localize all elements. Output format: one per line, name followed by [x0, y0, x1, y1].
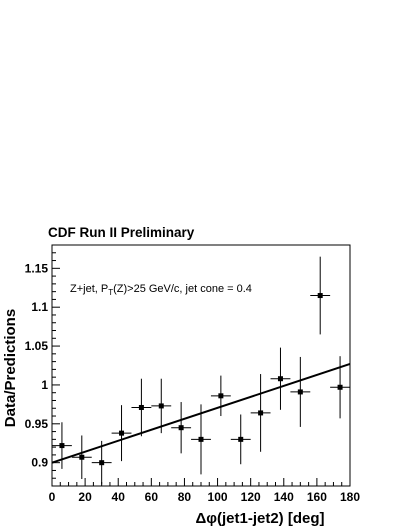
y-axis-label: Data/Predictions: [2, 309, 19, 427]
data-point: [171, 402, 192, 454]
data-point: [52, 422, 72, 469]
x-tick-label: 40: [112, 490, 126, 504]
annotation-sub: T: [108, 288, 113, 297]
data-point: [131, 378, 152, 437]
x-axis-ticks: [51, 478, 351, 486]
data-marker: [258, 410, 264, 416]
x-tick-label: 80: [178, 490, 192, 504]
data-marker: [297, 389, 303, 395]
chart-annotation: Z+jet, PT(Z)>25 GeV/c, jet cone = 0.4: [70, 283, 252, 297]
annotation-pre: Z+jet, P: [70, 283, 108, 295]
data-marker: [277, 376, 283, 382]
annotation-post: (Z)>25 GeV/c, jet cone = 0.4: [113, 283, 252, 295]
y-tick-label: 1.1: [31, 300, 48, 314]
x-tick-label: 140: [274, 490, 294, 504]
data-marker: [99, 460, 105, 466]
data-point: [210, 375, 231, 417]
data-marker: [317, 293, 323, 299]
data-marker: [238, 436, 244, 442]
data-point: [330, 356, 350, 419]
data-marker: [138, 404, 144, 410]
y-tick-label: 0.9: [31, 456, 48, 470]
chart-header: CDF Run II Preliminary: [48, 225, 195, 240]
x-tick-label: 180: [340, 490, 360, 504]
data-marker: [178, 425, 184, 431]
data-point: [230, 414, 251, 465]
data-point: [91, 440, 112, 485]
data-point: [111, 405, 132, 462]
data-marker: [337, 384, 343, 390]
data-marker: [198, 436, 204, 442]
x-axis-label: Δφ(jet1-jet2) [deg]: [195, 510, 324, 527]
data-marker: [59, 443, 65, 449]
y-tick-label: 1.15: [25, 261, 49, 275]
data-points: [52, 256, 350, 485]
data-marker: [119, 430, 125, 436]
data-point: [71, 435, 92, 480]
data-point: [191, 404, 211, 475]
x-tick-label: 0: [49, 490, 56, 504]
x-tick-label: 60: [145, 490, 159, 504]
data-point: [270, 347, 291, 410]
y-tick-label: 1.05: [25, 339, 49, 353]
x-tick-label: 100: [208, 490, 228, 504]
x-tick-label: 160: [307, 490, 327, 504]
y-axis-ticks: [52, 252, 60, 479]
data-point: [250, 374, 271, 452]
y-tick-label: 1: [41, 378, 48, 392]
data-marker: [218, 393, 224, 399]
data-marker: [79, 454, 85, 460]
data-point: [290, 356, 311, 427]
x-tick-label: 20: [78, 490, 92, 504]
data-point: [310, 256, 331, 335]
x-tick-label: 120: [241, 490, 261, 504]
data-marker: [158, 403, 164, 409]
x-axis-tick-labels: 0 20 40 60 80 100 120 140 160 180: [49, 490, 361, 504]
y-tick-label: 0.95: [25, 417, 49, 431]
y-axis-tick-labels: 0.9 0.95 1 1.05 1.1 1.15: [25, 261, 49, 469]
data-point: [151, 378, 172, 434]
